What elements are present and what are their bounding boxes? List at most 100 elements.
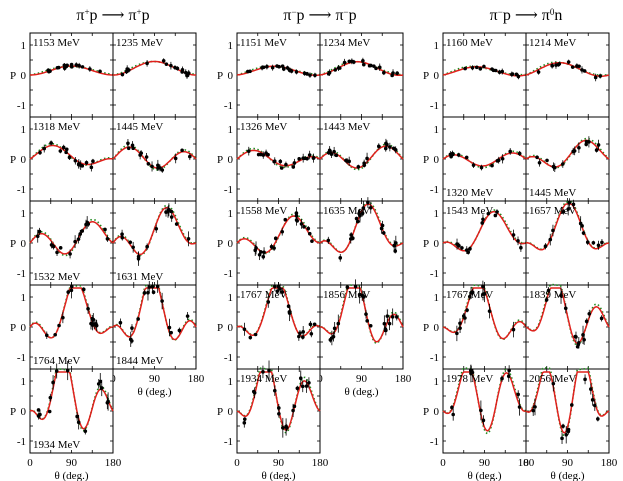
series-solid-fit	[525, 61, 610, 77]
data-point	[279, 166, 284, 170]
y-tick-label: 0	[434, 154, 440, 166]
data-point	[546, 288, 551, 293]
panel: 1839 MeV	[525, 283, 610, 370]
data-point	[57, 323, 61, 328]
data-point	[248, 335, 253, 340]
data-point	[380, 223, 385, 228]
data-point	[105, 237, 110, 241]
data-point	[36, 408, 41, 412]
y-axis-label: P	[10, 322, 16, 334]
data-point	[451, 412, 455, 417]
data-point	[561, 424, 565, 428]
panel: 1153 MeV 1 0 -1 P	[10, 32, 114, 118]
data-point	[469, 368, 474, 373]
data-point	[308, 73, 312, 77]
data-point	[106, 399, 110, 404]
y-tick-label: 0	[434, 238, 440, 250]
data-point	[80, 229, 85, 233]
data-point	[516, 392, 521, 397]
data-point	[336, 66, 341, 70]
data-point	[382, 321, 387, 326]
data-point	[506, 374, 511, 379]
y-tick-label: 1	[228, 292, 234, 304]
energy-label: 1764 MeV	[33, 355, 80, 367]
data-point	[89, 165, 94, 170]
x-tick-label: 180	[601, 457, 618, 469]
energy-label: 1558 MeV	[240, 205, 287, 217]
data-point	[393, 147, 398, 152]
panel-frame	[112, 284, 197, 370]
y-tick-label: 1	[21, 208, 27, 220]
data-point	[98, 69, 102, 74]
data-point	[76, 420, 81, 425]
data-point	[90, 316, 95, 321]
y-tick-label: -1	[17, 184, 26, 196]
data-point	[259, 250, 263, 254]
x-tick-label: 90	[273, 457, 285, 469]
x-tick-label: 90	[149, 373, 161, 385]
data-point	[511, 233, 516, 237]
data-point	[262, 250, 266, 255]
data-point	[381, 231, 386, 235]
data-point	[180, 148, 184, 153]
data-point	[372, 64, 376, 68]
panel: 1445 MeV	[525, 116, 610, 202]
data-point	[160, 168, 165, 172]
data-point	[277, 406, 281, 410]
x-tick-label: 90	[562, 457, 574, 469]
data-point	[186, 236, 191, 241]
panel-frame	[112, 32, 197, 118]
data-point	[566, 207, 571, 211]
energy-label: 1318 MeV	[33, 121, 80, 133]
y-tick-label: -1	[224, 268, 233, 280]
data-point	[493, 68, 498, 73]
data-point	[297, 157, 301, 161]
data-point	[88, 67, 92, 71]
energy-label: 1151 MeV	[240, 37, 287, 49]
data-point	[126, 141, 130, 146]
data-point	[356, 165, 361, 169]
series-solid-fit	[525, 287, 610, 345]
y-tick-label: -1	[224, 100, 233, 112]
x-tick-label: 0	[27, 457, 33, 469]
data-point	[161, 58, 166, 63]
energy-label: 1543 MeV	[446, 205, 493, 217]
y-tick-label: 1	[434, 376, 440, 388]
data-point	[490, 67, 494, 71]
panel: 1657 MeV	[525, 198, 610, 286]
data-point	[55, 65, 60, 70]
data-point	[596, 143, 601, 147]
data-point	[67, 155, 72, 160]
y-axis-label: P	[10, 154, 16, 166]
data-point	[64, 150, 68, 155]
data-point	[566, 60, 571, 64]
data-point	[283, 217, 288, 222]
energy-label: 1235 MeV	[116, 37, 163, 49]
data-point	[311, 156, 316, 160]
y-tick-label: -1	[224, 184, 233, 196]
y-axis-label: P	[423, 70, 429, 82]
data-point	[585, 240, 590, 245]
data-point	[146, 290, 150, 295]
data-point	[75, 414, 79, 419]
data-point	[374, 66, 378, 71]
data-point	[54, 369, 59, 373]
data-point	[53, 332, 57, 337]
data-point	[42, 146, 47, 151]
x-tick-label: 90	[66, 457, 78, 469]
series-solid-fit	[442, 371, 527, 432]
panel-frame	[29, 200, 114, 286]
energy-label: 2056 MeV	[529, 373, 576, 385]
data-point	[353, 284, 358, 289]
data-point	[310, 239, 314, 243]
y-tick-label: 0	[21, 406, 27, 418]
data-point	[471, 163, 476, 167]
data-point	[267, 368, 271, 373]
energy-label: 1934 MeV	[33, 439, 80, 451]
energy-label: 1767 MeV	[446, 289, 493, 301]
data-point	[390, 315, 395, 319]
data-point	[467, 294, 472, 299]
data-point	[299, 222, 304, 226]
data-point	[490, 163, 494, 168]
